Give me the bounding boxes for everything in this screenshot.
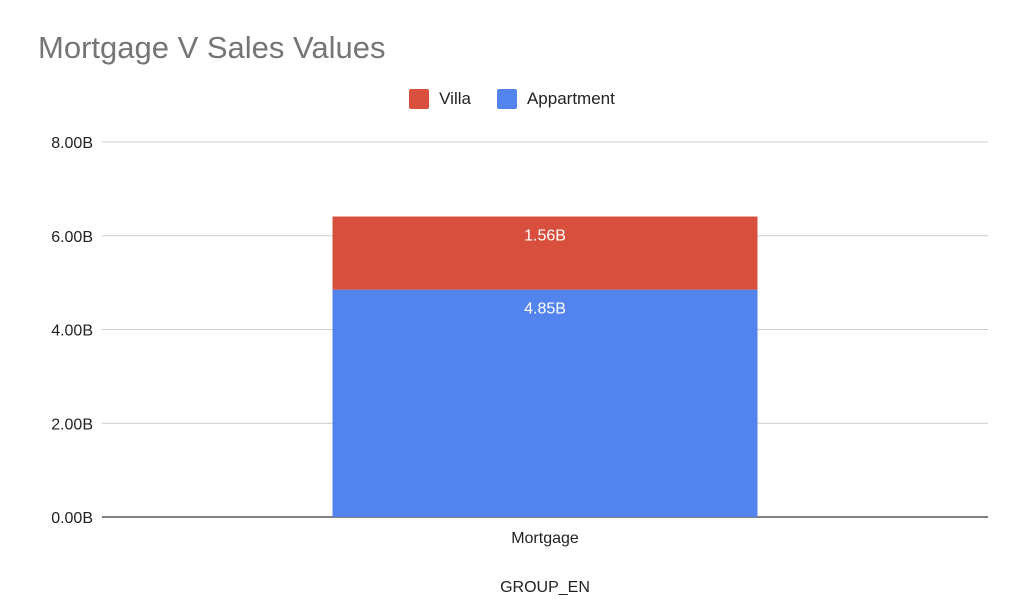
x-tick-label: Mortgage [511,530,579,547]
chart-title: Mortgage V Sales Values [38,30,386,65]
y-tick-label: 8.00B [51,135,93,152]
bar-villa [332,216,758,290]
legend-label-appartment: Appartment [526,89,615,108]
legend-item-appartment: Appartment [496,88,615,110]
legend-swatch-appartment [496,89,517,109]
legend-label-villa: Villa [439,89,471,108]
legend: Villa Appartment [0,88,1024,110]
legend-item-villa: Villa [409,88,471,110]
y-tick-label: 0.00B [51,510,93,527]
y-tick-label: 6.00B [51,229,93,246]
y-tick-label: 2.00B [51,416,93,433]
y-tick-label: 4.00B [51,323,93,340]
bar-appartment [332,289,758,517]
x-axis-title: GROUP_EN [500,579,590,596]
data-label-villa: 1.56B [524,228,566,245]
legend-swatch-villa [409,89,430,109]
data-label-appartment: 4.85B [524,301,566,318]
